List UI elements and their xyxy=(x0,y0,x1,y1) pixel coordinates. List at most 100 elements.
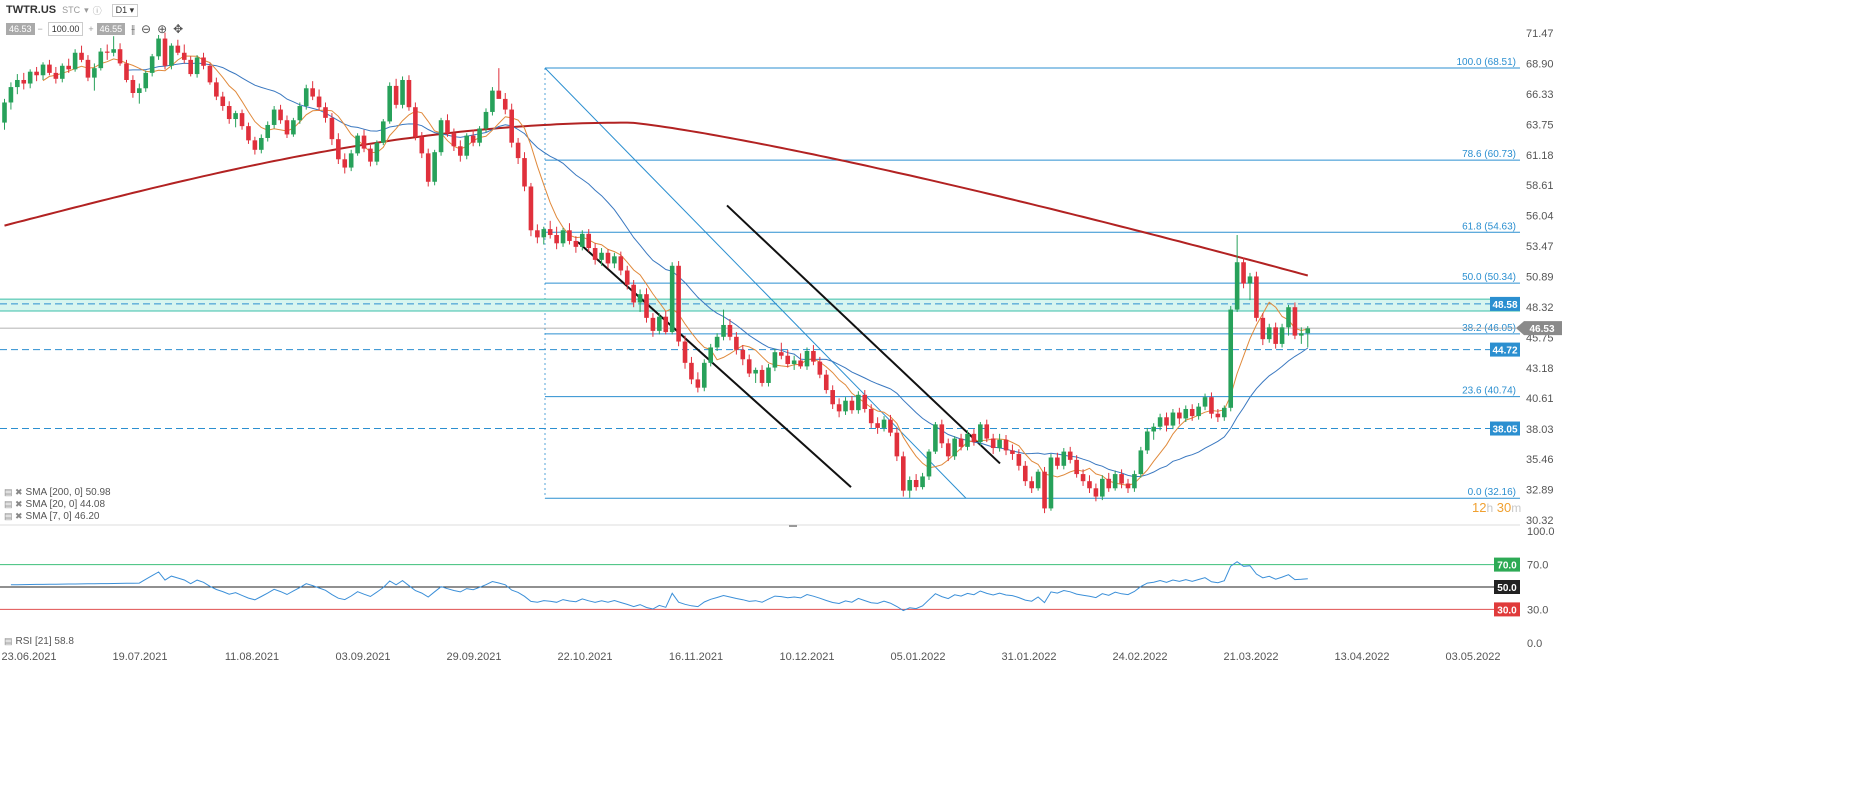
candle-body[interactable] xyxy=(637,294,643,303)
candle-body[interactable] xyxy=(1055,457,1060,466)
candle-body[interactable] xyxy=(567,230,572,241)
candle-body[interactable] xyxy=(535,230,540,238)
candle-body[interactable] xyxy=(881,419,887,428)
candle-body[interactable] xyxy=(297,106,303,121)
candle-body[interactable] xyxy=(1048,457,1054,509)
candle-body[interactable] xyxy=(15,79,20,88)
candle-body[interactable] xyxy=(990,438,996,449)
candle-body[interactable] xyxy=(1292,307,1298,336)
interval-select[interactable]: D1 ▾ xyxy=(111,3,139,17)
candle-body[interactable] xyxy=(72,52,78,70)
candle-body[interactable] xyxy=(259,137,264,150)
crosshair-move-icon[interactable]: ✥ xyxy=(173,22,184,36)
candle-body[interactable] xyxy=(618,256,624,271)
candle-body[interactable] xyxy=(624,270,630,285)
price-line-tag[interactable] xyxy=(1490,342,1520,357)
candle-body[interactable] xyxy=(2,102,7,123)
candle-body[interactable] xyxy=(53,72,59,79)
candle-body[interactable] xyxy=(207,65,213,83)
volume-input[interactable]: 100.00 xyxy=(47,22,84,36)
candle-body[interactable] xyxy=(836,404,842,412)
candle-body[interactable] xyxy=(862,394,868,409)
candle-body[interactable] xyxy=(291,120,296,135)
candle-body[interactable] xyxy=(509,109,514,143)
candle-body[interactable] xyxy=(1074,459,1079,475)
candle-body[interactable] xyxy=(79,52,84,60)
fib-trend-line[interactable] xyxy=(544,67,967,499)
candle-body[interactable] xyxy=(740,349,746,360)
candle-body[interactable] xyxy=(1016,453,1022,466)
candle-body[interactable] xyxy=(669,265,675,333)
candle-body[interactable] xyxy=(1183,408,1189,419)
candle-body[interactable] xyxy=(605,252,611,264)
candle-body[interactable] xyxy=(278,109,283,121)
candle-body[interactable] xyxy=(130,79,136,94)
candle-body[interactable] xyxy=(1286,307,1291,328)
candle-body[interactable] xyxy=(1222,407,1227,418)
candle-body[interactable] xyxy=(458,146,463,156)
candle-body[interactable] xyxy=(1112,474,1118,489)
candle-body[interactable] xyxy=(766,367,771,383)
candle-body[interactable] xyxy=(400,79,405,105)
candle-body[interactable] xyxy=(823,374,829,391)
candle-body[interactable] xyxy=(502,98,508,110)
candle-body[interactable] xyxy=(1209,397,1214,414)
candle-body[interactable] xyxy=(1087,481,1092,489)
sma20-line[interactable] xyxy=(126,62,1309,478)
candle-body[interactable] xyxy=(374,142,380,162)
candle-body[interactable] xyxy=(701,362,707,388)
candle-body[interactable] xyxy=(188,59,193,75)
candle-body[interactable] xyxy=(425,153,431,182)
candlestick-icon[interactable]: ⫲ xyxy=(131,21,136,36)
candle-body[interactable] xyxy=(194,57,200,75)
candle-body[interactable] xyxy=(303,88,309,107)
candle-body[interactable] xyxy=(1305,328,1311,334)
candle-body[interactable] xyxy=(387,85,392,122)
indicator-settings-icon[interactable]: ▤ ✖ xyxy=(4,499,23,509)
candle-body[interactable] xyxy=(1260,317,1266,340)
candle-body[interactable] xyxy=(1189,408,1195,417)
candle-body[interactable] xyxy=(393,85,399,105)
candle-body[interactable] xyxy=(849,400,855,411)
candle-body[interactable] xyxy=(1080,474,1086,482)
candle-body[interactable] xyxy=(560,230,566,244)
candle-body[interactable] xyxy=(779,352,784,356)
candle-body[interactable] xyxy=(984,424,990,439)
candle-body[interactable] xyxy=(913,479,919,488)
candle-body[interactable] xyxy=(149,56,155,73)
candle-body[interactable] xyxy=(233,113,238,120)
type-dropdown-icon[interactable]: ▾ xyxy=(84,4,89,15)
candle-body[interactable] xyxy=(1215,413,1221,418)
candle-body[interactable] xyxy=(1093,488,1099,497)
candle-body[interactable] xyxy=(894,432,900,457)
candle-body[interactable] xyxy=(1022,465,1028,482)
trend-line[interactable] xyxy=(577,241,852,488)
candle-body[interactable] xyxy=(798,360,803,367)
candle-body[interactable] xyxy=(1266,327,1272,340)
candle-body[interactable] xyxy=(592,248,598,260)
candle-body[interactable] xyxy=(644,294,649,318)
candle-body[interactable] xyxy=(1202,397,1208,407)
candle-body[interactable] xyxy=(791,360,797,365)
candle-body[interactable] xyxy=(496,90,502,99)
candle-body[interactable] xyxy=(419,136,425,154)
candle-body[interactable] xyxy=(901,456,906,491)
volume-plus-button[interactable]: + xyxy=(88,24,94,34)
indicator-settings-icon[interactable]: ▤ ✖ xyxy=(4,511,23,521)
candle-body[interactable] xyxy=(27,71,33,84)
candle-body[interactable] xyxy=(1151,426,1156,432)
candle-body[interactable] xyxy=(573,240,579,247)
candle-body[interactable] xyxy=(169,45,174,66)
candle-body[interactable] xyxy=(1247,276,1253,284)
candle-body[interactable] xyxy=(59,65,65,79)
candle-body[interactable] xyxy=(368,148,373,162)
candle-body[interactable] xyxy=(727,324,733,337)
candle-body[interactable] xyxy=(1138,450,1144,475)
candle-body[interactable] xyxy=(522,158,527,187)
candle-body[interactable] xyxy=(554,235,559,244)
candle-body[interactable] xyxy=(689,362,694,380)
candle-body[interactable] xyxy=(1196,406,1201,417)
candle-body[interactable] xyxy=(547,229,553,236)
candle-body[interactable] xyxy=(843,400,848,412)
